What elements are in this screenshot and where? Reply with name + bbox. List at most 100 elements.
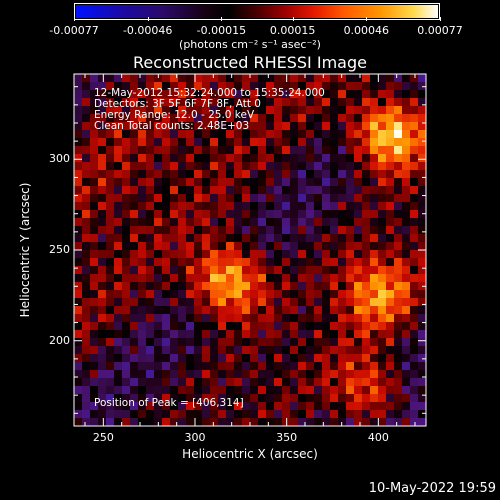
heatmap-cell bbox=[258, 314, 266, 322]
heatmap-cell bbox=[362, 306, 370, 314]
heatmap-cell bbox=[418, 298, 426, 306]
heatmap-cell bbox=[370, 418, 378, 426]
heatmap-cell bbox=[154, 354, 162, 362]
heatmap-cell bbox=[346, 362, 354, 370]
heatmap-cell bbox=[394, 314, 402, 322]
heatmap-cell bbox=[386, 314, 394, 322]
heatmap-cell bbox=[74, 298, 82, 306]
heatmap-cell bbox=[226, 354, 234, 362]
heatmap-cell bbox=[154, 402, 162, 410]
heatmap-cell bbox=[186, 138, 194, 146]
heatmap-cell bbox=[354, 194, 362, 202]
heatmap-cell bbox=[314, 378, 322, 386]
heatmap-cell bbox=[106, 402, 114, 410]
heatmap-cell bbox=[114, 130, 122, 138]
heatmap-cell bbox=[314, 418, 322, 426]
heatmap-cell bbox=[210, 154, 218, 162]
heatmap-cell bbox=[162, 290, 170, 298]
x-tick-label: 300 bbox=[184, 431, 206, 444]
heatmap-cell bbox=[138, 138, 146, 146]
heatmap-cell bbox=[162, 362, 170, 370]
peak-position-label: Position of Peak = [406,314] bbox=[94, 397, 244, 409]
heatmap-cell bbox=[138, 186, 146, 194]
heatmap-cell bbox=[410, 362, 418, 370]
heatmap-cell bbox=[362, 234, 370, 242]
heatmap-cell bbox=[82, 266, 90, 274]
heatmap-cell bbox=[154, 162, 162, 170]
heatmap-cell bbox=[154, 314, 162, 322]
heatmap-cell bbox=[330, 202, 338, 210]
heatmap-cell bbox=[162, 274, 170, 282]
heatmap-cell bbox=[306, 210, 314, 218]
heatmap-cell bbox=[98, 234, 106, 242]
heatmap-cell bbox=[370, 82, 378, 90]
heatmap-cell bbox=[90, 290, 98, 298]
heatmap-cell bbox=[202, 378, 210, 386]
heatmap-cell bbox=[346, 258, 354, 266]
heatmap-cell bbox=[178, 314, 186, 322]
heatmap-cell bbox=[386, 106, 394, 114]
heatmap-cell bbox=[386, 154, 394, 162]
heatmap-cell bbox=[298, 290, 306, 298]
heatmap-cell bbox=[378, 258, 386, 266]
heatmap-cell bbox=[322, 234, 330, 242]
heatmap-cell bbox=[298, 162, 306, 170]
heatmap-cell bbox=[266, 114, 274, 122]
heatmap-cell bbox=[218, 194, 226, 202]
heatmap-cell bbox=[242, 234, 250, 242]
heatmap-cell bbox=[130, 106, 138, 114]
heatmap-cell bbox=[186, 274, 194, 282]
heatmap-cell bbox=[226, 90, 234, 98]
heatmap-cell bbox=[138, 234, 146, 242]
heatmap-cell bbox=[138, 258, 146, 266]
heatmap-cell bbox=[346, 370, 354, 378]
heatmap-cell bbox=[306, 146, 314, 154]
heatmap-cell bbox=[146, 242, 154, 250]
heatmap-cell bbox=[162, 338, 170, 346]
heatmap-cell bbox=[306, 322, 314, 330]
heatmap-cell bbox=[306, 74, 314, 82]
heatmap-cell bbox=[218, 378, 226, 386]
heatmap-cell bbox=[170, 258, 178, 266]
heatmap-cell bbox=[266, 122, 274, 130]
heatmap-cell bbox=[250, 90, 258, 98]
heatmap-cell bbox=[170, 298, 178, 306]
heatmap-cell bbox=[418, 346, 426, 354]
colorbar-tick-label: 0.00077 bbox=[417, 24, 463, 37]
heatmap-cell bbox=[154, 394, 162, 402]
heatmap-cell bbox=[74, 170, 82, 178]
heatmap-cell bbox=[370, 282, 378, 290]
heatmap-cell bbox=[314, 386, 322, 394]
heatmap-cell bbox=[106, 162, 114, 170]
heatmap-cell bbox=[402, 330, 410, 338]
heatmap-cell bbox=[258, 346, 266, 354]
heatmap-cell bbox=[306, 378, 314, 386]
heatmap-cell bbox=[378, 106, 386, 114]
heatmap-cell bbox=[402, 154, 410, 162]
heatmap-cell bbox=[178, 322, 186, 330]
heatmap-cell bbox=[346, 186, 354, 194]
heatmap-cell bbox=[74, 122, 82, 130]
heatmap-cell bbox=[394, 162, 402, 170]
heatmap-cell bbox=[138, 74, 146, 82]
heatmap-cell bbox=[402, 210, 410, 218]
heatmap-cell bbox=[178, 418, 186, 426]
heatmap-cell bbox=[394, 178, 402, 186]
heatmap-cell bbox=[322, 386, 330, 394]
heatmap-cell bbox=[242, 258, 250, 266]
heatmap-cell bbox=[298, 82, 306, 90]
heatmap-cell bbox=[394, 410, 402, 418]
heatmap-cell bbox=[290, 418, 298, 426]
heatmap-cell bbox=[218, 410, 226, 418]
heatmap-cell bbox=[386, 186, 394, 194]
heatmap-cell bbox=[226, 418, 234, 426]
heatmap-cell bbox=[402, 322, 410, 330]
heatmap-cell bbox=[122, 146, 130, 154]
heatmap-cell bbox=[242, 290, 250, 298]
heatmap-cell bbox=[394, 322, 402, 330]
heatmap-cell bbox=[122, 362, 130, 370]
heatmap-cell bbox=[98, 386, 106, 394]
heatmap-cell bbox=[106, 74, 114, 82]
heatmap-cell bbox=[418, 234, 426, 242]
heatmap-cell bbox=[338, 234, 346, 242]
